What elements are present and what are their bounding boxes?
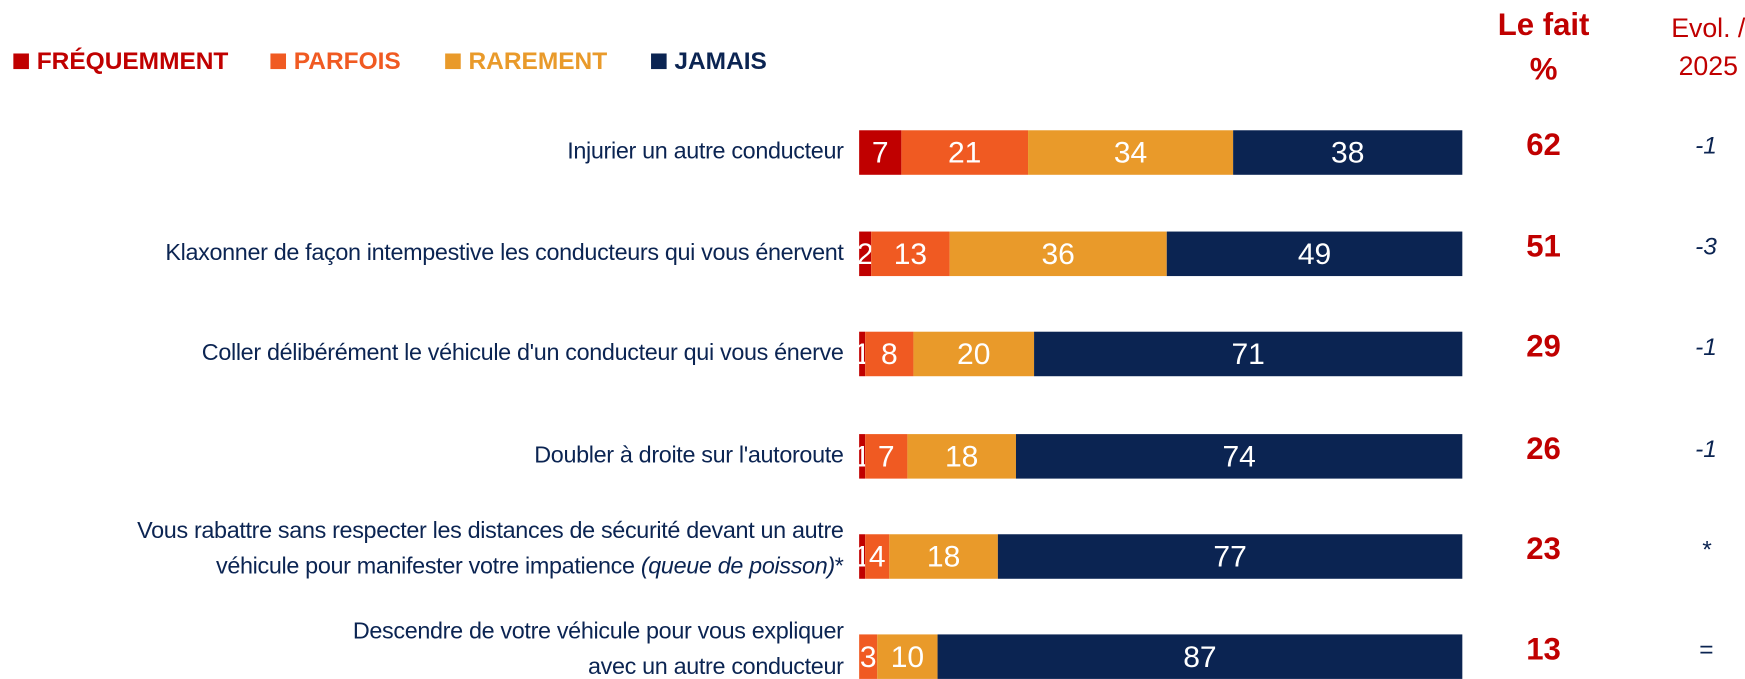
category-label: Klaxonner de façon intempestive les cond… [165,239,844,265]
category-label: Vous rabattre sans respecter les distanc… [137,517,843,543]
bar-segment [859,231,872,277]
bar-value-label: 7 [872,137,889,170]
evol-value: -3 [1695,234,1717,261]
bar-value-label: 2 [857,238,874,271]
total-header: Le fait [1498,7,1590,42]
bar-value-label: 34 [1114,137,1147,170]
total-value: 13 [1526,631,1561,666]
bar-segment [1233,130,1463,175]
evol-value: -1 [1695,436,1717,463]
bar-segment [907,434,1016,479]
bar-segment [1028,130,1234,175]
bar-segment [865,434,908,479]
legend-label: JAMAIS [674,48,766,75]
evol-value: = [1699,637,1713,664]
bar-segment [913,331,1035,377]
bar-segment [865,331,914,377]
total-value: 51 [1526,228,1561,263]
bar-value-label: 18 [927,541,960,574]
legend-swatch [13,53,29,70]
evol-value: * [1701,536,1712,563]
bar-segment [1034,331,1463,377]
bar-value-label: 4 [869,541,886,574]
bar-segment [901,130,1029,175]
legend-swatch [445,53,461,70]
bar-segment [1015,434,1463,479]
bar-segment [859,534,866,579]
bar-value-label: 21 [948,137,981,170]
bar-segment [949,231,1167,277]
bar-segment [859,434,866,479]
legend-label: PARFOIS [294,48,401,75]
category-label: véhicule pour manifester votre impatienc… [216,553,844,579]
bar-segment [889,534,998,579]
bar-segment [1166,231,1463,277]
total-value: 26 [1526,431,1561,466]
bar-segment [871,231,950,277]
bar-value-label: 49 [1298,238,1331,271]
category-label: Descendre de votre véhicule pour vous ex… [353,617,844,643]
bar-segment [859,331,866,377]
category-label: Coller délibérément le véhicule d'un con… [202,339,844,365]
evol-value: -1 [1695,132,1717,159]
bar-value-label: 74 [1222,441,1255,474]
evol-header: Evol. / [1671,13,1745,43]
evol-value: -1 [1695,334,1717,361]
category-label: Injurier un autre conducteur [567,138,844,164]
bar-value-label: 8 [881,338,898,371]
bar-segment [937,634,1463,679]
bar-value-label: 20 [957,338,990,371]
bar-segment [859,130,902,175]
bar-segment [997,534,1463,579]
total-value: 62 [1526,127,1561,162]
bar-value-label: 13 [894,238,927,271]
bar-segment [859,634,878,679]
legend-label: FRÉQUEMMENT [37,47,229,75]
bar-value-label: 10 [891,641,924,674]
total-header: % [1530,52,1558,87]
bar-value-label: 18 [945,441,978,474]
category-label: avec un autre conducteur [588,653,844,679]
total-value: 23 [1526,531,1561,566]
category-label: Doubler à droite sur l'autoroute [534,442,843,468]
bar-segment [877,634,938,679]
bar-value-label: 7 [878,441,895,474]
legend-label: RAREMENT [469,48,608,75]
bar-value-label: 36 [1041,238,1074,271]
legend-swatch [651,53,667,70]
legend-swatch [270,53,287,70]
bar-value-label: 77 [1213,541,1246,574]
total-value: 29 [1526,329,1561,364]
bar-value-label: 38 [1331,137,1364,170]
bar-value-label: 3 [860,641,877,674]
bar-value-label: 87 [1183,641,1216,674]
bar-segment [865,534,890,579]
evol-header: 2025 [1679,51,1738,81]
bar-value-label: 71 [1231,338,1264,371]
